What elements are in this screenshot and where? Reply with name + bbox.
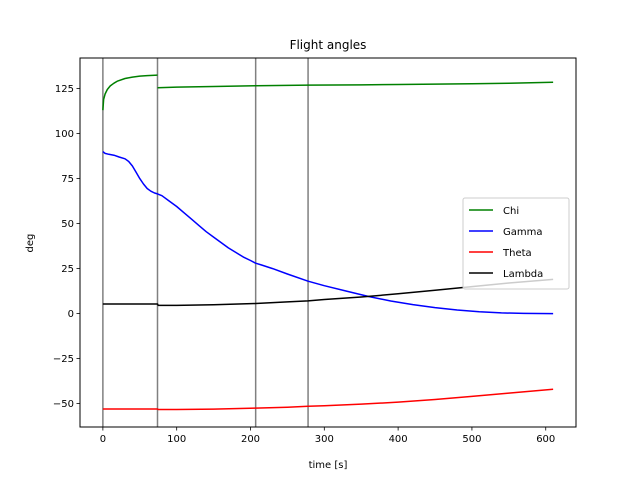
legend: Chi Gamma Theta Lambda: [462, 197, 570, 290]
y-tick-label: −50: [53, 399, 74, 410]
x-tick-label: 300: [315, 434, 334, 445]
plot-area: [102, 58, 554, 427]
legend-label-theta: Theta: [502, 248, 532, 259]
y-tick-label: 100: [55, 129, 74, 140]
chart-title: Flight angles: [290, 38, 367, 52]
y-tick-label: 50: [61, 219, 74, 230]
x-tick-label: 400: [389, 434, 408, 445]
y-tick-label: 0: [68, 309, 74, 320]
y-tick-label: −25: [53, 354, 74, 365]
series-line-gamma: [102, 151, 554, 315]
x-axis: 0 100 200 300 400 500 600: [100, 427, 555, 445]
x-tick-label: 100: [167, 434, 186, 445]
legend-label-gamma: Gamma: [503, 227, 543, 238]
series-line-theta: [102, 388, 554, 411]
y-tick-label: 75: [61, 174, 74, 185]
y-tick-label: 125: [55, 84, 74, 95]
x-tick-label: 600: [536, 434, 555, 445]
legend-label-chi: Chi: [503, 206, 519, 217]
series-line-lambda: [102, 278, 554, 307]
x-axis-label: time [s]: [309, 460, 348, 471]
series-line-chi: [102, 74, 158, 111]
y-axis-label: deg: [25, 234, 36, 253]
series-line-chi: [157, 81, 554, 89]
y-axis: −50 −25 0 25 50 75 100 125: [53, 84, 80, 410]
y-tick-label: 25: [61, 264, 74, 275]
x-tick-label: 0: [100, 434, 106, 445]
axes-frame: [79, 57, 577, 428]
x-tick-label: 500: [462, 434, 481, 445]
legend-box: [462, 197, 570, 290]
legend-label-lambda: Lambda: [503, 269, 543, 280]
x-tick-label: 200: [241, 434, 260, 445]
